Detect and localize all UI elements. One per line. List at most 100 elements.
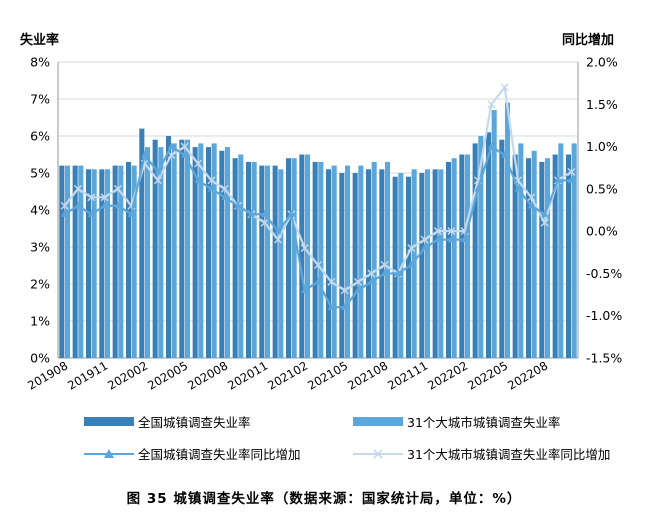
bar-city-rate	[198, 143, 204, 358]
marker-national-yoy	[487, 142, 495, 150]
marker-city-yoy	[113, 184, 123, 193]
bar-national-rate	[392, 176, 398, 358]
bar-national-rate	[245, 161, 252, 358]
bar-national-rate	[139, 128, 145, 358]
x-tick-label: 202108	[345, 358, 390, 392]
legend-label-city-yoy: 31个大城市城镇调查失业率同比增加	[407, 447, 611, 462]
right-tick-label: -0.5%	[586, 266, 622, 281]
legend-marker-national-yoy	[84, 448, 134, 458]
bar-city-rate	[464, 154, 471, 358]
marker-national-yoy	[87, 210, 95, 217]
bar-city-rate	[398, 173, 404, 358]
bar-national-rate	[565, 154, 572, 358]
marker-city-yoy	[273, 235, 283, 244]
marker-national-yoy	[301, 286, 309, 293]
legend-item-city-rate: 31个大城市城镇调查失业率	[353, 412, 560, 431]
legend-label-city-rate: 31个大城市城镇调查失业率	[407, 415, 561, 430]
marker-national-yoy	[327, 303, 335, 310]
bar-national-rate	[259, 165, 265, 358]
marker-national-yoy	[61, 210, 69, 217]
x-tick-label: 201911	[65, 358, 110, 392]
bar-city-rate	[278, 169, 284, 358]
bar-national-rate	[232, 158, 238, 358]
right-tick-label: -1.0%	[586, 308, 622, 323]
left-tick-label: 2%	[30, 277, 50, 292]
bar-national-rate	[525, 158, 532, 358]
x-tick-label: 202011	[225, 358, 270, 392]
bar-city-rate	[91, 169, 97, 358]
marker-city-yoy	[153, 176, 163, 185]
legend-item-national-yoy: 全国城镇调查失业率同比增加	[84, 444, 301, 463]
marker-city-yoy	[73, 184, 83, 193]
bar-city-rate	[158, 147, 164, 358]
marker-national-yoy	[234, 201, 242, 209]
bar-city-rate	[291, 158, 297, 358]
marker-national-yoy	[554, 176, 562, 183]
legend-item-national-rate: 全国城镇调查失业率	[84, 412, 251, 431]
legend-label-national-yoy: 全国城镇调查失业率同比增加	[138, 447, 301, 462]
bar-city-rate	[131, 165, 137, 358]
marker-city-yoy	[380, 260, 389, 270]
bar-national-rate	[299, 154, 305, 358]
marker-city-yoy	[207, 176, 216, 185]
bar-national-rate	[432, 169, 438, 358]
marker-national-yoy	[354, 286, 362, 293]
bar-national-rate	[459, 154, 465, 358]
marker-city-yoy	[527, 193, 536, 202]
marker-national-yoy	[381, 269, 389, 277]
marker-national-yoy	[474, 184, 482, 192]
bar-national-rate	[339, 173, 345, 358]
bar-national-rate	[85, 169, 92, 358]
left-tick-label: 0%	[30, 351, 50, 366]
marker-national-yoy	[221, 193, 229, 200]
left-tick-label: 4%	[30, 203, 50, 218]
marker-city-yoy	[567, 167, 576, 176]
left-tick-label: 5%	[30, 166, 50, 181]
bar-city-rate	[491, 110, 497, 358]
bar-city-rate	[518, 143, 524, 358]
bar-city-rate	[531, 150, 537, 358]
x-tick-label: 202005	[145, 358, 190, 392]
marker-national-yoy	[541, 210, 549, 217]
marker-city-yoy	[367, 269, 376, 278]
marker-city-yoy	[353, 277, 363, 286]
marker-national-yoy	[287, 210, 295, 217]
marker-city-yoy	[60, 201, 69, 210]
x-tick-label: 202111	[385, 358, 430, 392]
bar-city-rate	[344, 165, 351, 358]
marker-city-yoy	[180, 142, 189, 151]
marker-city-yoy	[220, 184, 229, 193]
bar-national-rate	[512, 154, 518, 358]
x-tick-label: 202202	[425, 358, 470, 392]
bar-city-rate	[478, 136, 484, 358]
marker-national-yoy	[314, 277, 322, 285]
marker-national-yoy	[114, 201, 122, 209]
bar-city-rate	[264, 165, 271, 358]
bar-city-rate	[171, 143, 177, 358]
right-tick-label: 2.0%	[586, 55, 618, 70]
bar-national-rate	[272, 165, 278, 358]
bar-city-rate	[118, 165, 124, 358]
bar-national-rate	[285, 158, 292, 358]
bar-national-rate	[552, 154, 558, 358]
marker-national-yoy	[407, 260, 415, 268]
bar-city-rate	[331, 165, 337, 358]
marker-national-yoy	[501, 151, 509, 158]
left-tick-label: 8%	[30, 55, 50, 70]
marker-city-yoy	[447, 227, 456, 236]
marker-city-yoy	[313, 260, 323, 270]
bar-city-rate	[504, 102, 511, 358]
bar-national-rate	[365, 169, 372, 358]
left-tick-label: 6%	[30, 129, 50, 144]
bar-city-rate	[64, 165, 71, 358]
legend-swatch-national-rate	[84, 417, 134, 426]
x-tick-label: 202208	[505, 358, 550, 392]
marker-national-yoy	[261, 210, 269, 217]
marker-national-yoy	[194, 176, 202, 183]
x-tick-label: 202205	[465, 358, 510, 392]
bar-city-rate	[438, 169, 444, 358]
marker-national-yoy	[127, 210, 135, 217]
marker-national-yoy	[101, 201, 109, 209]
x-tick-label: 202002	[105, 358, 150, 392]
